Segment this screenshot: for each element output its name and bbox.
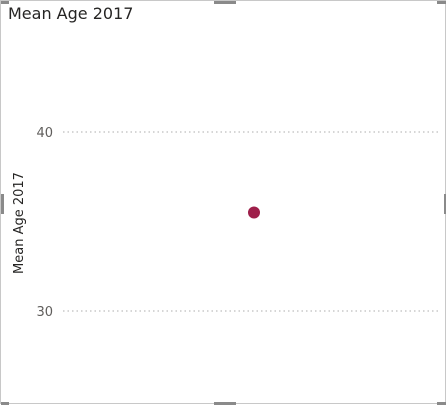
y-axis-title: Mean Age 2017 — [12, 172, 27, 274]
data-points — [248, 206, 260, 219]
resize-handle-top-right[interactable] — [437, 1, 446, 4]
chart-title: Mean Age 2017 — [8, 4, 134, 23]
resize-handle-left[interactable] — [1, 194, 4, 214]
resize-handle-right[interactable] — [444, 194, 446, 214]
gridlines — [63, 131, 441, 312]
resize-handle-top-left[interactable] — [1, 1, 9, 4]
y-tick-label-40: 40 — [36, 126, 53, 141]
y-tick-label-30: 30 — [36, 305, 53, 320]
y-tick-labels: 30 40 — [36, 126, 53, 320]
data-point-0[interactable] — [248, 206, 260, 219]
resize-handle-top[interactable] — [214, 1, 236, 4]
